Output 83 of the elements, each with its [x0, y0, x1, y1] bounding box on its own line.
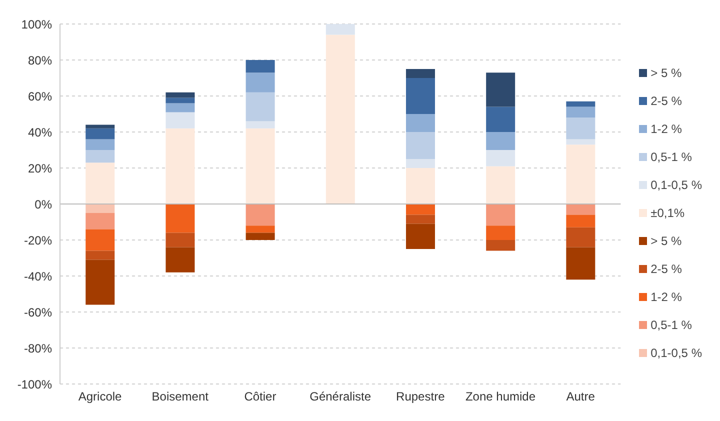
bar — [246, 226, 275, 233]
x-tick-label: Zone humide — [465, 390, 536, 404]
bar — [86, 124, 115, 128]
legend-label: 1-2 % — [650, 290, 682, 304]
bar — [86, 139, 115, 150]
bar — [486, 204, 516, 226]
bar — [566, 118, 596, 140]
x-tick-label: Boisement — [152, 390, 210, 404]
bar — [566, 204, 596, 215]
x-tick-label: Côtier — [244, 390, 276, 404]
bar — [406, 204, 435, 215]
y-tick-label: 100% — [21, 17, 52, 32]
bar — [246, 92, 275, 122]
bar — [166, 232, 195, 248]
bar — [86, 162, 115, 204]
bar — [406, 168, 435, 204]
x-tick-label: Rupestre — [396, 390, 446, 404]
bar — [246, 204, 275, 226]
y-tick-label: 80% — [28, 53, 52, 68]
bar — [166, 204, 195, 233]
y-tick-label: -100% — [17, 377, 52, 392]
y-tick-label: 60% — [28, 89, 52, 104]
y-tick-label: -20% — [24, 233, 52, 248]
bar — [246, 60, 275, 73]
bar — [406, 114, 435, 132]
bar — [86, 213, 115, 230]
bar — [246, 128, 275, 204]
x-tick-label: Agricole — [78, 390, 122, 404]
bar — [86, 204, 115, 213]
bar — [406, 214, 435, 224]
legend-label: 2-5 % — [650, 94, 682, 108]
y-tick-label: -60% — [24, 305, 52, 320]
bar — [566, 227, 596, 248]
bar — [486, 166, 516, 204]
bar — [566, 101, 596, 107]
bar — [486, 72, 516, 107]
legend-label: 2-5 % — [650, 262, 682, 276]
legend-label: 0,1-0,5 % — [650, 346, 702, 360]
y-tick-label: -40% — [24, 269, 52, 284]
bar — [486, 226, 516, 240]
bar — [406, 78, 435, 114]
bar — [486, 106, 516, 132]
bar — [326, 24, 355, 35]
bar — [86, 150, 115, 163]
bar — [406, 132, 435, 159]
bar — [406, 159, 435, 168]
y-tick-label: 0% — [34, 197, 52, 212]
bar — [566, 247, 596, 280]
bar — [326, 34, 355, 204]
bar — [86, 128, 115, 140]
x-tick-label: Autre — [566, 390, 596, 404]
bar — [166, 92, 195, 98]
y-tick-label: 40% — [28, 125, 52, 140]
bar — [406, 224, 435, 249]
y-tick-label: 20% — [28, 161, 52, 176]
legend-label: 0,1-0,5 % — [650, 178, 702, 192]
bar — [486, 150, 516, 166]
bar — [486, 240, 516, 251]
bar — [166, 98, 195, 104]
legend-label: 0,5-1 % — [650, 318, 692, 332]
bar — [246, 121, 275, 128]
bar — [566, 139, 596, 145]
bar — [86, 229, 115, 251]
x-tick-label: Généraliste — [310, 390, 372, 404]
bar — [166, 247, 195, 272]
bar — [566, 106, 596, 118]
bar — [86, 260, 115, 305]
legend-label: > 5 % — [650, 234, 682, 248]
bar — [566, 144, 596, 204]
bar — [566, 214, 596, 228]
legend-label: ±0,1% — [650, 206, 685, 220]
bar — [86, 250, 115, 260]
legend-label: 0,5-1 % — [650, 150, 692, 164]
legend-label: 1-2 % — [650, 122, 682, 136]
y-tick-label: -80% — [24, 341, 52, 356]
bar — [166, 112, 195, 128]
legend-label: > 5 % — [650, 66, 682, 80]
bar — [406, 69, 435, 78]
bar — [166, 103, 195, 112]
bar — [166, 128, 195, 204]
bar — [246, 232, 275, 240]
bar — [246, 72, 275, 92]
bar — [486, 132, 516, 150]
